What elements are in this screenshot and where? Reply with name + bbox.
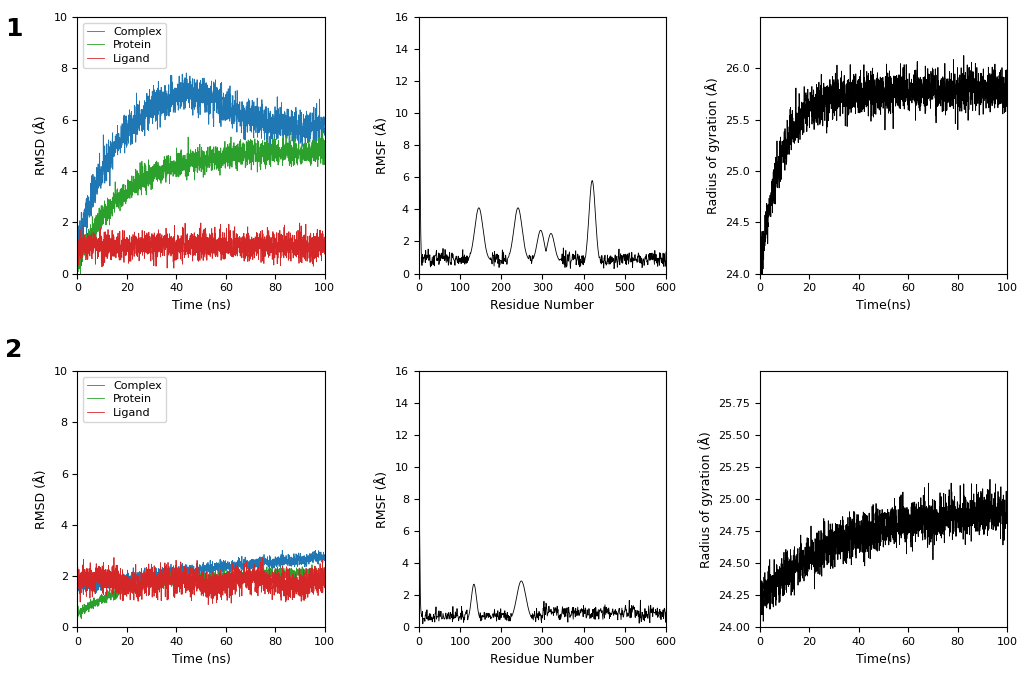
Protein bbox=[318, 566, 331, 574]
Protein bbox=[71, 609, 84, 617]
Complex bbox=[312, 559, 324, 567]
Complex bbox=[267, 559, 279, 567]
Complex bbox=[84, 578, 96, 587]
Y-axis label: RMSD (Å): RMSD (Å) bbox=[35, 115, 49, 175]
Ligand bbox=[312, 252, 324, 261]
Complex bbox=[312, 121, 324, 129]
Y-axis label: RMSF (Å): RMSF (Å) bbox=[376, 117, 389, 174]
Protein bbox=[318, 145, 331, 153]
Line: Complex: Complex bbox=[77, 73, 324, 254]
Y-axis label: RMSF (Å): RMSF (Å) bbox=[376, 471, 389, 528]
Line: Ligand: Ligand bbox=[77, 223, 324, 268]
Ligand bbox=[202, 600, 215, 608]
Y-axis label: Radius of gyration (Å): Radius of gyration (Å) bbox=[705, 77, 720, 213]
Line: Complex: Complex bbox=[77, 550, 324, 595]
Ligand bbox=[312, 241, 324, 250]
Complex bbox=[267, 135, 279, 143]
Ligand bbox=[185, 576, 197, 584]
Protein bbox=[267, 147, 279, 155]
X-axis label: Time (ns): Time (ns) bbox=[171, 653, 230, 666]
Line: Protein: Protein bbox=[77, 565, 324, 619]
Protein bbox=[312, 567, 324, 575]
Ligand bbox=[267, 246, 279, 254]
Protein bbox=[311, 139, 323, 147]
Complex bbox=[84, 205, 96, 213]
Line: Protein: Protein bbox=[77, 131, 324, 273]
Complex bbox=[73, 250, 86, 258]
Protein bbox=[267, 569, 279, 578]
Ligand bbox=[312, 577, 324, 585]
X-axis label: Residue Number: Residue Number bbox=[491, 299, 594, 312]
Ligand bbox=[267, 578, 279, 587]
Ligand bbox=[318, 250, 331, 258]
Protein bbox=[75, 614, 88, 623]
Ligand bbox=[192, 573, 205, 581]
Ligand bbox=[84, 231, 96, 239]
Protein bbox=[312, 566, 324, 574]
Complex bbox=[309, 546, 321, 554]
Complex bbox=[185, 101, 197, 109]
Ligand bbox=[192, 256, 205, 265]
Ligand bbox=[185, 229, 197, 237]
X-axis label: Time(ns): Time(ns) bbox=[856, 299, 911, 312]
Ligand bbox=[312, 574, 324, 582]
X-axis label: Time(ns): Time(ns) bbox=[856, 653, 911, 666]
X-axis label: Time (ns): Time (ns) bbox=[171, 299, 230, 312]
Ligand bbox=[84, 570, 96, 578]
Text: 2: 2 bbox=[5, 338, 23, 361]
Ligand bbox=[318, 571, 331, 579]
Protein bbox=[192, 143, 205, 151]
Protein bbox=[71, 261, 84, 269]
Protein bbox=[316, 127, 328, 135]
Line: Ligand: Ligand bbox=[77, 558, 324, 604]
Legend: Complex, Protein, Ligand: Complex, Protein, Ligand bbox=[83, 376, 166, 422]
Complex bbox=[192, 96, 205, 104]
Complex bbox=[71, 583, 84, 591]
Complex bbox=[318, 130, 331, 138]
Y-axis label: Radius of gyration (Å): Radius of gyration (Å) bbox=[697, 431, 713, 567]
Complex bbox=[180, 69, 192, 77]
Complex bbox=[318, 556, 331, 564]
Complex bbox=[71, 234, 84, 242]
Text: 1: 1 bbox=[5, 17, 23, 41]
Protein bbox=[84, 224, 96, 233]
Ligand bbox=[107, 554, 120, 562]
Y-axis label: RMSD (Å): RMSD (Å) bbox=[35, 469, 49, 529]
Complex bbox=[185, 569, 197, 578]
Complex bbox=[312, 126, 324, 134]
Protein bbox=[312, 151, 324, 159]
Complex bbox=[312, 556, 324, 564]
Protein bbox=[84, 598, 96, 606]
Ligand bbox=[71, 584, 84, 593]
Ligand bbox=[167, 264, 180, 272]
X-axis label: Residue Number: Residue Number bbox=[491, 653, 594, 666]
Protein bbox=[306, 561, 318, 569]
Complex bbox=[192, 563, 205, 572]
Protein bbox=[192, 576, 205, 584]
Ligand bbox=[71, 248, 84, 256]
Complex bbox=[77, 591, 90, 599]
Legend: Complex, Protein, Ligand: Complex, Protein, Ligand bbox=[83, 23, 166, 68]
Ligand bbox=[194, 219, 207, 227]
Protein bbox=[185, 162, 197, 170]
Protein bbox=[74, 269, 87, 278]
Protein bbox=[185, 573, 197, 581]
